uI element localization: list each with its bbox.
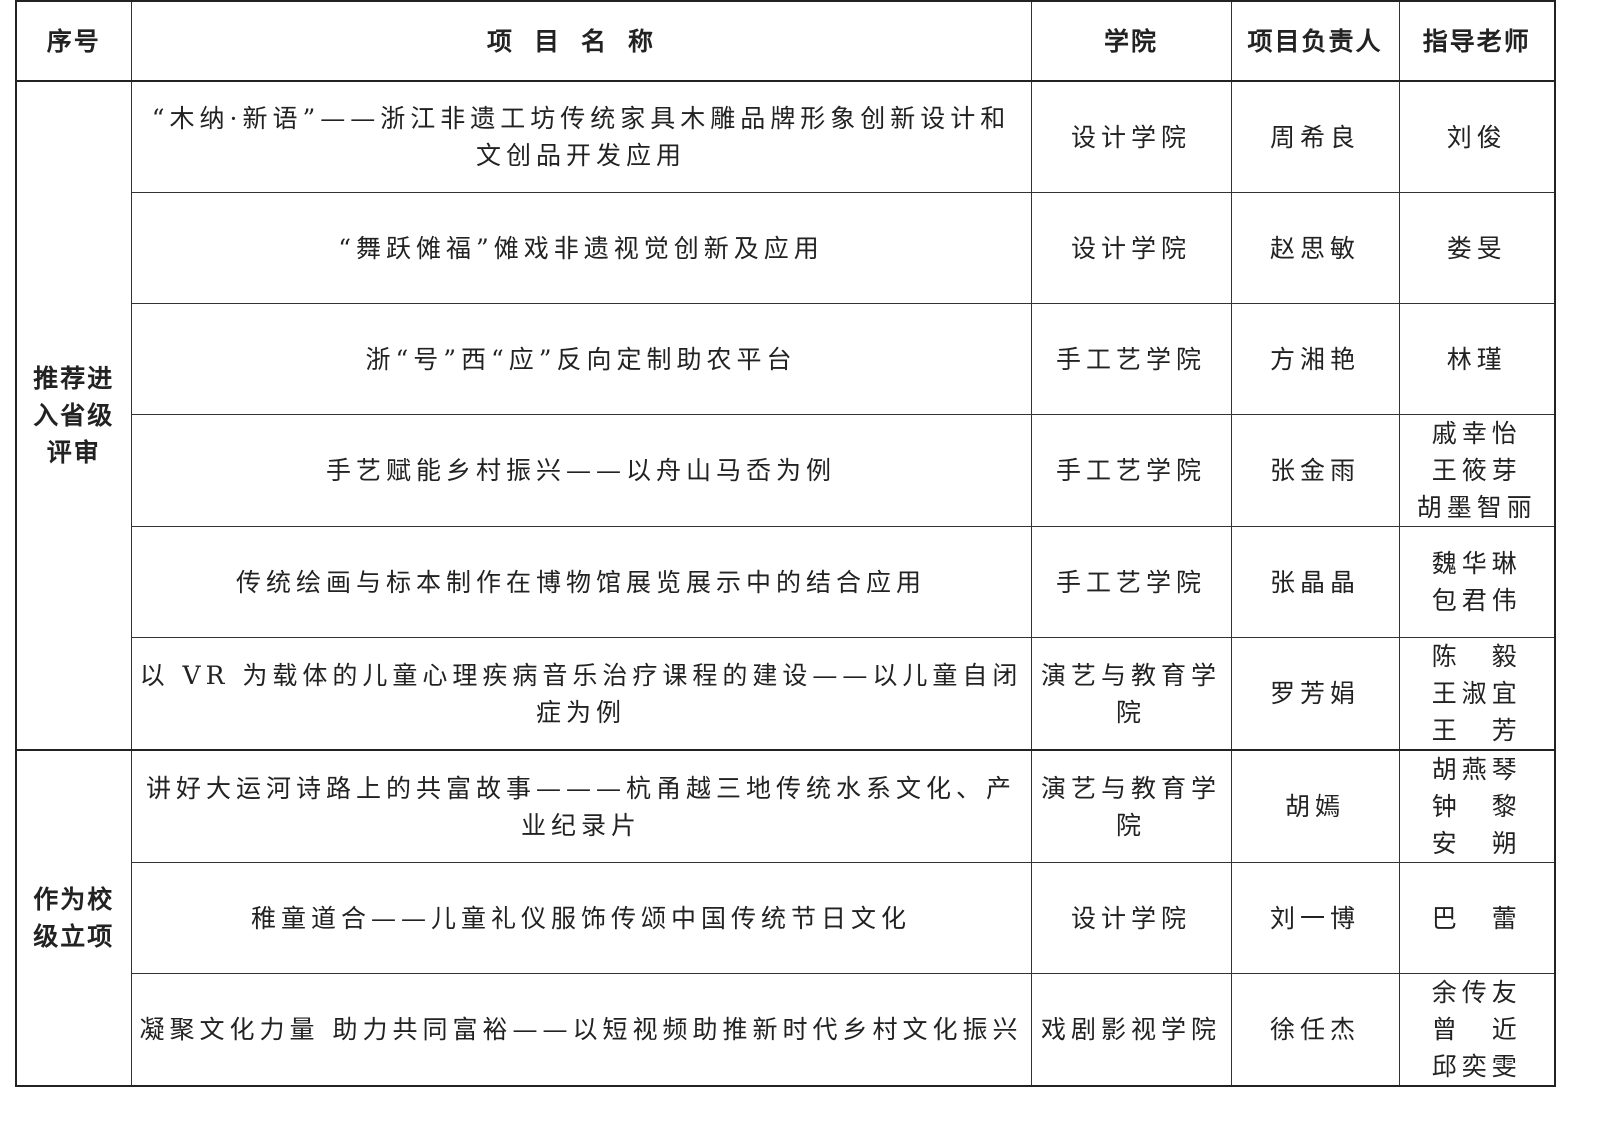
table-body: 推荐进入省级评审 “木纳·新语”——浙江非遗工坊传统家具木雕品牌形象创新设计和文创… [15, 80, 1556, 1087]
cell-advisor: 刘俊 [1398, 80, 1556, 193]
cell-leader: 张金雨 [1230, 414, 1400, 527]
cell-name: 讲好大运河诗路上的共富故事———杭甬越三地传统水系文化、产业纪录片 [130, 749, 1032, 863]
cell-college: 演艺与教育学院 [1030, 637, 1232, 751]
cell-leader: 徐任杰 [1230, 973, 1400, 1087]
cell-leader: 方湘艳 [1230, 303, 1400, 415]
cell-advisor: 魏华琳 包君伟 [1398, 526, 1556, 638]
cell-advisor: 陈 毅 王淑宜 王 芳 [1398, 637, 1556, 751]
cell-leader: 胡嫣 [1230, 749, 1400, 863]
cell-advisor: 林瑾 [1398, 303, 1556, 415]
cell-college: 手工艺学院 [1030, 414, 1232, 527]
header-project-name: 项目名称 [130, 0, 1032, 82]
table-row: 浙“号”西“应”反向定制助农平台 手工艺学院 方湘艳 林瑾 [16, 303, 1556, 415]
cell-advisor: 戚幸怡 王筱芽 胡墨智丽 [1398, 414, 1556, 527]
cell-name: “舞跃傩福”傩戏非遗视觉创新及应用 [130, 192, 1032, 304]
cell-college: 设计学院 [1030, 862, 1232, 974]
group-label: 作为校级立项 [15, 749, 132, 1087]
header-college: 学院 [1030, 0, 1232, 82]
cell-name: 稚童道合——儿童礼仪服饰传颂中国传统节日文化 [130, 862, 1032, 974]
group-label: 推荐进入省级评审 [15, 80, 132, 751]
cell-college: 演艺与教育学院 [1030, 749, 1232, 863]
cell-advisor: 巴 蕾 [1398, 862, 1556, 974]
cell-leader: 刘一博 [1230, 862, 1400, 974]
table-row: “舞跃傩福”傩戏非遗视觉创新及应用 设计学院 赵思敏 娄旻 [16, 192, 1556, 304]
cell-leader: 赵思敏 [1230, 192, 1400, 304]
cell-name: 浙“号”西“应”反向定制助农平台 [130, 303, 1032, 415]
cell-college: 手工艺学院 [1030, 526, 1232, 638]
cell-name: 以 VR 为载体的儿童心理疾病音乐治疗课程的建设——以儿童自闭症为例 [130, 637, 1032, 751]
table-row: 以 VR 为载体的儿童心理疾病音乐治疗课程的建设——以儿童自闭症为例 演艺与教育学… [16, 637, 1556, 751]
cell-advisor: 余传友 曾 近 邱奕雯 [1398, 973, 1556, 1087]
cell-advisor: 娄旻 [1398, 192, 1556, 304]
cell-leader: 周希良 [1230, 80, 1400, 193]
table-row: 稚童道合——儿童礼仪服饰传颂中国传统节日文化 设计学院 刘一博巴 蕾 [16, 862, 1556, 974]
header-leader: 项目负责人 [1230, 0, 1400, 82]
cell-name: 凝聚文化力量 助力共同富裕——以短视频助推新时代乡村文化振兴 [130, 973, 1032, 1087]
table-row: 作为校级立项 讲好大运河诗路上的共富故事———杭甬越三地传统水系文化、产业纪录片演… [15, 749, 1556, 1087]
header-row: 序号 项目名称 学院 项目负责人 指导老师 [15, 0, 1556, 82]
cell-college: 手工艺学院 [1030, 303, 1232, 415]
cell-college: 戏剧影视学院 [1030, 973, 1232, 1087]
cell-leader: 张晶晶 [1230, 526, 1400, 638]
cell-leader: 罗芳娟 [1230, 637, 1400, 751]
table-row: 凝聚文化力量 助力共同富裕——以短视频助推新时代乡村文化振兴 戏剧影视学院 徐任杰余… [16, 973, 1556, 1087]
header-advisor: 指导老师 [1398, 0, 1556, 82]
cell-college: 设计学院 [1030, 192, 1232, 304]
table-row: 传统绘画与标本制作在博物馆展览展示中的结合应用 手工艺学院 张晶晶 魏华琳 包君伟 [16, 526, 1556, 638]
project-table: 序号 项目名称 学院 项目负责人 指导老师 推荐进入省级评审 “木纳·新语”——浙… [15, 0, 1556, 1087]
cell-name: 传统绘画与标本制作在博物馆展览展示中的结合应用 [130, 526, 1032, 638]
header-index: 序号 [15, 0, 132, 82]
cell-advisor: 胡燕琴 钟 黎 安 朔 [1398, 749, 1556, 863]
table-row: 推荐进入省级评审 “木纳·新语”——浙江非遗工坊传统家具木雕品牌形象创新设计和文创… [15, 80, 1556, 751]
cell-name: 手艺赋能乡村振兴——以舟山马岙为例 [130, 414, 1032, 527]
table-row: 手艺赋能乡村振兴——以舟山马岙为例 手工艺学院 张金雨 戚幸怡 王筱芽 胡墨智丽 [16, 414, 1556, 527]
cell-college: 设计学院 [1030, 80, 1232, 193]
cell-name: “木纳·新语”——浙江非遗工坊传统家具木雕品牌形象创新设计和文创品开发应用 [130, 80, 1032, 193]
